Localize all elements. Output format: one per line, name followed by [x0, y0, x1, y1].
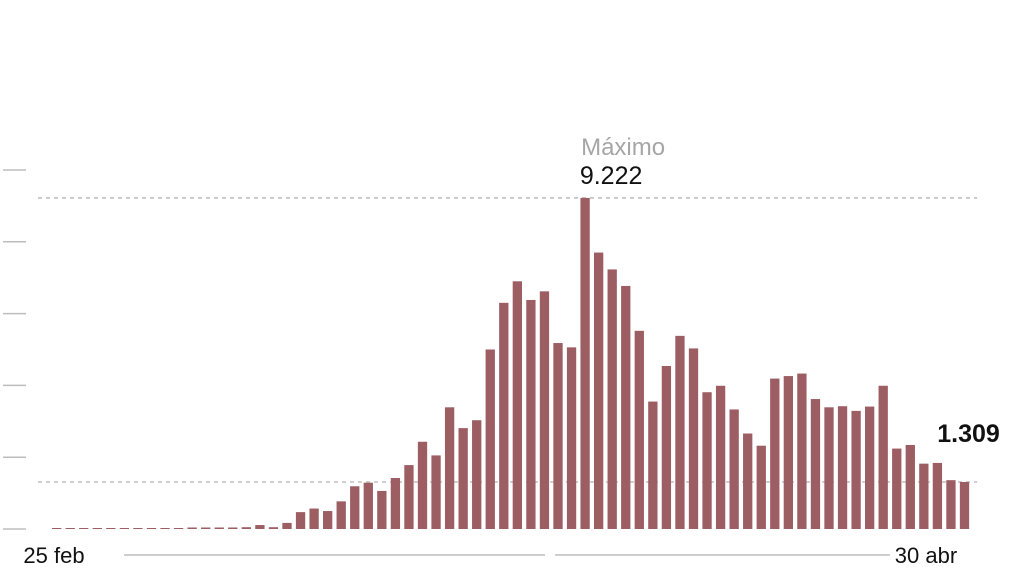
- bar-28: [431, 455, 441, 529]
- bar-25: [390, 478, 401, 529]
- bar-14: [241, 527, 251, 529]
- bar-36: [539, 291, 550, 529]
- bar-67: [959, 482, 970, 529]
- bar-1: [65, 528, 75, 529]
- bar-60: [865, 406, 875, 529]
- bar-62: [892, 448, 902, 529]
- bar-63: [905, 444, 915, 529]
- bar-64: [919, 463, 929, 529]
- x-start-label: 25 feb: [23, 543, 84, 568]
- bar-29: [444, 407, 455, 529]
- bar-43: [634, 330, 644, 529]
- bar-24: [377, 490, 387, 529]
- bar-35: [526, 299, 536, 529]
- bar-18: [295, 512, 306, 529]
- bar-39: [580, 197, 590, 529]
- bar-37: [553, 343, 563, 529]
- bar-50: [729, 409, 739, 529]
- max-annotation-value: 9.222: [580, 162, 643, 190]
- bar-12: [214, 527, 224, 529]
- bar-54: [783, 376, 793, 529]
- bar-46: [675, 335, 685, 529]
- bar-22: [350, 486, 360, 529]
- bar-45: [661, 366, 672, 529]
- bar-2: [79, 528, 89, 529]
- bar-11: [201, 527, 211, 529]
- bar-6: [133, 528, 143, 529]
- bar-33: [499, 302, 509, 529]
- bar-32: [485, 349, 495, 529]
- bar-0: [52, 528, 62, 529]
- bar-31: [472, 420, 482, 529]
- x-end-label: 30 abr: [895, 543, 957, 568]
- bar-19: [309, 508, 319, 529]
- last-value-annotation: 1.309: [937, 420, 1000, 448]
- bar-49: [715, 385, 726, 529]
- bar-10: [187, 527, 197, 529]
- bar-53: [770, 378, 780, 529]
- bar-30: [458, 428, 468, 529]
- bar-59: [851, 410, 861, 529]
- max-annotation-label: Máximo: [581, 134, 665, 161]
- bar-21: [336, 501, 346, 529]
- bar-20: [323, 511, 333, 529]
- bar-3: [92, 528, 102, 529]
- bar-7: [146, 528, 157, 529]
- bar-15: [255, 525, 265, 529]
- bar-9: [173, 528, 184, 529]
- bar-66: [946, 480, 956, 529]
- bar-61: [878, 385, 888, 529]
- bar-5: [119, 528, 130, 529]
- bar-48: [702, 392, 712, 529]
- bar-17: [282, 522, 292, 529]
- bar-44: [648, 401, 658, 529]
- bar-27: [417, 441, 428, 529]
- bar-8: [160, 528, 170, 529]
- bar-40: [594, 252, 604, 529]
- bar-38: [566, 347, 577, 529]
- bar-34: [512, 281, 522, 529]
- bar-47: [688, 348, 699, 529]
- bar-13: [228, 527, 238, 529]
- bars: [52, 197, 970, 529]
- bar-56: [810, 399, 821, 529]
- bar-65: [932, 462, 943, 529]
- bar-41: [607, 269, 617, 529]
- bar-4: [106, 528, 116, 529]
- bar-52: [756, 445, 766, 529]
- bar-26: [404, 465, 414, 529]
- bar-58: [837, 406, 848, 529]
- bar-16: [268, 527, 279, 529]
- bar-42: [621, 285, 631, 529]
- bar-57: [824, 407, 834, 529]
- y-axis-ticks: [3, 169, 26, 530]
- bar-51: [743, 433, 753, 529]
- bar-23: [363, 482, 373, 529]
- bar-55: [797, 373, 807, 529]
